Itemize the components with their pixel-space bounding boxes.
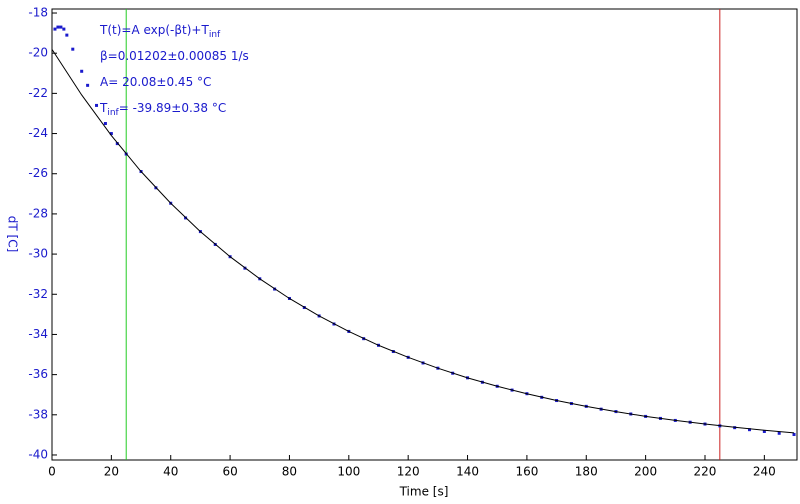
annotation: A= 20.08±0.45 °C: [100, 75, 211, 89]
x-tick-label: 100: [337, 465, 360, 479]
x-tick-label: 60: [222, 465, 237, 479]
annotation-text: T: [99, 101, 108, 115]
annotation: T(t)=A exp(-βt)+Tinf: [99, 23, 221, 40]
x-axis-label: Time [s]: [399, 485, 449, 499]
x-tick-label: 20: [104, 465, 119, 479]
annotation-text: T(t)=A exp(-βt)+T: [99, 23, 209, 37]
y-tick-label: -26: [28, 166, 48, 180]
data-point: [103, 122, 107, 126]
y-axis-label: dT [C]: [6, 216, 20, 253]
data-point: [792, 432, 796, 436]
data-point: [86, 83, 90, 87]
annotation-text: β=0.01202±0.00085 1/s: [100, 49, 249, 63]
data-point: [95, 103, 99, 107]
annotation: Tinf= -39.89±0.38 °C: [99, 101, 226, 118]
x-tick-label: 80: [282, 465, 297, 479]
data-point: [65, 33, 69, 37]
y-tick-label: -30: [28, 247, 48, 261]
x-tick-label: 40: [163, 465, 178, 479]
y-tick-label: -24: [28, 126, 48, 140]
data-point: [109, 132, 113, 136]
x-tick-label: 120: [397, 465, 420, 479]
y-tick-label: -22: [28, 86, 48, 100]
annotation-after: = -39.89±0.38 °C: [119, 101, 227, 115]
data-point: [53, 27, 57, 31]
plot-frame: [51, 8, 798, 461]
x-tick-label: 240: [753, 465, 776, 479]
annotation-text: A= 20.08±0.45 °C: [100, 75, 211, 89]
data-point: [56, 25, 60, 29]
data-point: [71, 47, 75, 51]
y-tick-label: -36: [28, 367, 48, 381]
y-tick-label: -38: [28, 407, 48, 421]
y-tick-label: -18: [28, 6, 48, 20]
annotation-sub: inf: [209, 30, 221, 40]
y-tick-label: -40: [28, 447, 48, 461]
data-point: [777, 431, 781, 435]
x-tick-label: 220: [694, 465, 717, 479]
y-tick-label: -28: [28, 206, 48, 220]
annotation-sub: inf: [107, 108, 119, 118]
x-tick-label: 0: [48, 465, 56, 479]
data-point: [80, 69, 84, 73]
y-tick-label: -34: [28, 327, 48, 341]
x-tick-label: 140: [456, 465, 479, 479]
x-tick-label: 160: [515, 465, 538, 479]
annotation: β=0.01202±0.00085 1/s: [100, 49, 249, 63]
data-point: [762, 429, 766, 433]
data-point: [62, 27, 66, 31]
x-tick-label: 180: [575, 465, 598, 479]
data-point: [748, 428, 752, 432]
data-point: [115, 142, 119, 146]
x-tick-label: 200: [634, 465, 657, 479]
y-tick-label: -20: [28, 46, 48, 60]
y-tick-label: -32: [28, 287, 48, 301]
fit-line: [51, 49, 795, 434]
data-point: [59, 25, 63, 29]
